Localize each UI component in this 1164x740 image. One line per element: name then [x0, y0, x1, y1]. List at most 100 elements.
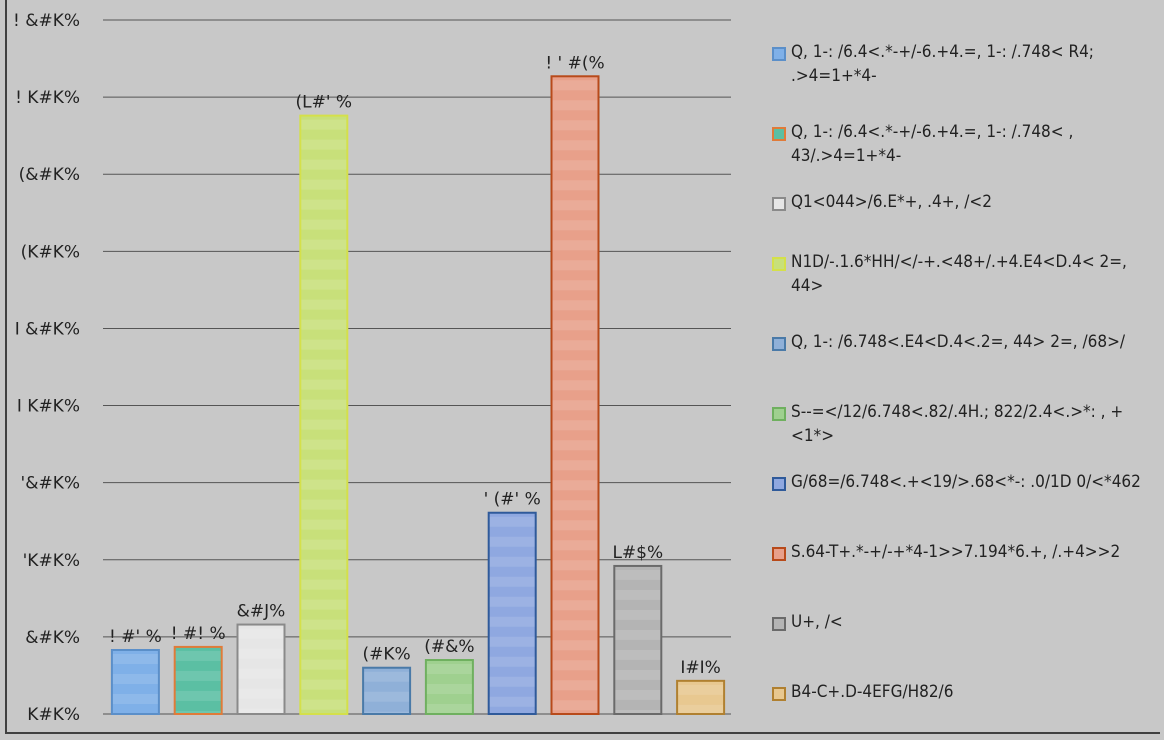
bar-band — [489, 536, 535, 547]
bar-band — [552, 80, 598, 91]
legend-swatch — [772, 197, 786, 211]
bar-band — [301, 519, 347, 530]
bar-band — [301, 179, 347, 190]
bar-band — [552, 640, 598, 651]
bar-band — [552, 400, 598, 411]
bar-band — [552, 440, 598, 451]
y-axis-ticks: K#K% &#K% 'K#K% '&#K% I K#K% I &#K% (K#K% (&#K%… — [13, 11, 80, 725]
data-label: (#&% — [424, 637, 474, 657]
bar-band — [552, 700, 598, 711]
bar-band — [301, 319, 347, 330]
legend-label: G/68=/6.748<.+<19/>.68<*-: .0/1D 0/<*462 — [791, 472, 1141, 492]
bar-band — [112, 653, 158, 664]
bar-band — [301, 259, 347, 270]
bar-band — [301, 159, 347, 170]
bar-band — [552, 340, 598, 351]
legend-item: Q, 1-: /6.4<.*-+/-6.+4.=, 1-: /.748< R4;… — [772, 40, 1157, 88]
bar-band — [615, 569, 661, 580]
y-tick-label: &#K% — [25, 628, 80, 648]
bar-band — [301, 499, 347, 510]
bar-band — [238, 668, 284, 679]
bar-band — [426, 704, 472, 713]
bar-band — [615, 589, 661, 600]
bar-band — [489, 516, 535, 527]
y-tick-label: K#K% — [27, 705, 80, 725]
bar-band — [175, 690, 221, 701]
bars — [110, 75, 726, 716]
bar-band — [615, 629, 661, 640]
bar-band — [301, 419, 347, 430]
bar-band — [552, 200, 598, 211]
bar-band — [301, 439, 347, 450]
legend-swatch — [772, 127, 786, 141]
bar — [424, 659, 474, 715]
legend-swatch — [772, 477, 786, 491]
data-labels: ! #' % ! #! % &#J% (L#' % (#K% (#&% ' (#' % ! '… — [109, 53, 721, 678]
bar-band — [489, 636, 535, 647]
bar-band — [301, 379, 347, 390]
bar-band — [301, 279, 347, 290]
bar-band — [552, 660, 598, 671]
bar-band — [301, 699, 347, 710]
bar-band — [489, 556, 535, 567]
bar-band — [238, 708, 284, 713]
bar-band — [238, 648, 284, 659]
legend-swatch — [772, 47, 786, 61]
chart-frame — [5, 0, 1160, 734]
data-label: (#K% — [363, 645, 411, 665]
legend-swatch — [772, 687, 786, 701]
bar-band — [489, 616, 535, 627]
legend-label: Q, 1-: /6.4<.*-+/-6.+4.=, 1-: /.748< R4;… — [791, 42, 1094, 86]
data-label: &#J% — [237, 602, 286, 622]
legend-item: S.64-T+.*-+/-+*4-1>>7.194*6.+, /.+4>>2 — [772, 540, 1157, 564]
bar-band — [301, 359, 347, 370]
legend-item: B4-C+.D-4EFG/H82/6 — [772, 680, 1157, 704]
bar-band — [301, 559, 347, 570]
bar-band — [552, 180, 598, 191]
y-tick-label: 'K#K% — [23, 551, 80, 571]
bar-band — [301, 619, 347, 630]
bar-band — [552, 120, 598, 131]
bar-band — [489, 576, 535, 587]
bar-band — [301, 659, 347, 670]
bar-band — [552, 380, 598, 391]
legend-swatch — [772, 617, 786, 631]
bar-band — [301, 219, 347, 230]
legend-swatch — [772, 257, 786, 271]
legend-label: S--=</12/6.748<.82/.4H.; 822/2.4<.>*: , … — [791, 402, 1124, 446]
bar — [550, 75, 600, 715]
legend-swatch — [772, 407, 786, 421]
legend-item: Q, 1-: /6.748<.E4<D.4<.2=, 44> 2=, /68>/ — [772, 330, 1157, 354]
bar-band — [552, 420, 598, 431]
bar-band — [301, 119, 347, 130]
bar-band — [552, 540, 598, 551]
bar-band — [552, 520, 598, 531]
bar-band — [615, 689, 661, 700]
bar-band — [552, 300, 598, 311]
bar — [676, 679, 726, 715]
data-label: I#I% — [680, 658, 720, 678]
bar-band — [552, 460, 598, 471]
legend-item: Q, 1-: /6.4<.*-+/-6.+4.=, 1-: /.748< , 4… — [772, 120, 1157, 168]
legend-item: G/68=/6.748<.+<19/>.68<*-: .0/1D 0/<*462 — [772, 470, 1157, 494]
bar-band — [175, 710, 221, 713]
bar-band — [364, 691, 410, 702]
data-label: ' (#' % — [484, 490, 541, 510]
bar-band — [112, 693, 158, 704]
bar-band — [301, 399, 347, 410]
legend-label: N1D/-.1.6*HH/</-+.<48+/.+4.E4<D.4< 2=, 4… — [791, 252, 1127, 296]
data-label: (L#' % — [296, 93, 353, 113]
bar-band — [552, 100, 598, 111]
bar-band — [112, 673, 158, 684]
bar-band — [301, 639, 347, 650]
bar-band — [238, 628, 284, 639]
bar — [110, 648, 160, 716]
bar — [236, 623, 286, 715]
bar-band — [552, 620, 598, 631]
bar-band — [238, 688, 284, 699]
bar-band — [552, 580, 598, 591]
bar-band — [175, 670, 221, 681]
bar-band — [552, 220, 598, 231]
y-tick-label: ! K#K% — [15, 88, 80, 108]
bar-band — [552, 280, 598, 291]
